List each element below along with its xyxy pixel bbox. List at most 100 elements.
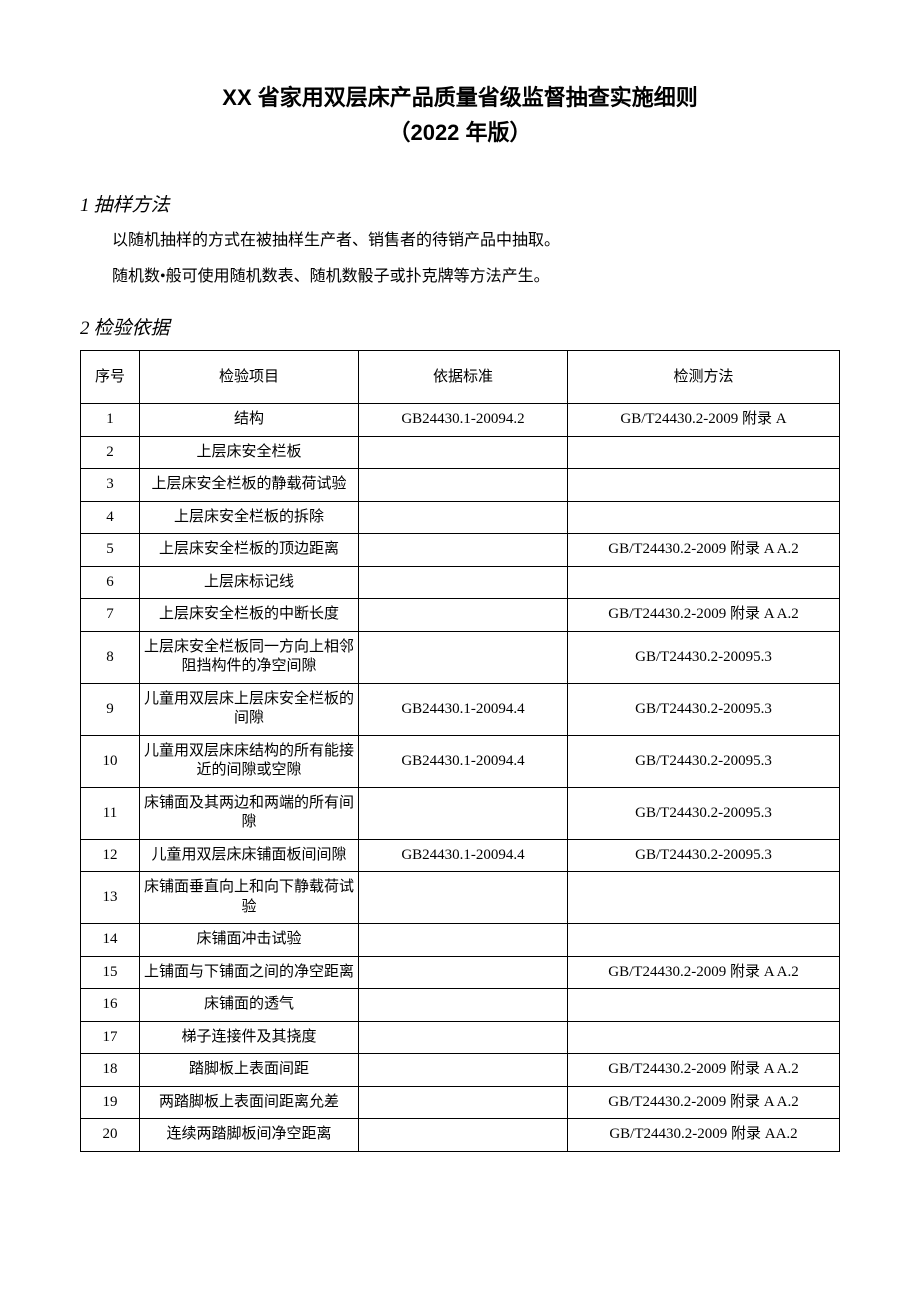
document-title-line2: （2022 年版） bbox=[80, 115, 840, 150]
table-cell-seq: 7 bbox=[81, 599, 140, 632]
table-cell-method: GB/T24430.2-2009 附录 AA.2 bbox=[568, 1119, 840, 1152]
table-cell-standard bbox=[359, 1086, 568, 1119]
table-cell-method: GB/T24430.2-2009 附录 A bbox=[568, 404, 840, 437]
table-cell-standard bbox=[359, 924, 568, 957]
table-cell-seq: 6 bbox=[81, 566, 140, 599]
table-cell-seq: 3 bbox=[81, 469, 140, 502]
table-cell-item: 床铺面的透气 bbox=[140, 989, 359, 1022]
table-cell-standard bbox=[359, 469, 568, 502]
table-row: 5上层床安全栏板的顶边距离 GB/T24430.2-2009 附录 A A.2 bbox=[81, 534, 840, 567]
table-cell-method bbox=[568, 924, 840, 957]
section1-title: 抽样方法 bbox=[94, 195, 170, 216]
table-cell-standard bbox=[359, 956, 568, 989]
table-cell-item: 上层床安全栏板的中断长度 bbox=[140, 599, 359, 632]
table-header-seq: 序号 bbox=[81, 351, 140, 404]
table-cell-standard bbox=[359, 436, 568, 469]
table-cell-standard bbox=[359, 631, 568, 683]
table-cell-item: 连续两踏脚板间净空距离 bbox=[140, 1119, 359, 1152]
table-cell-standard bbox=[359, 1119, 568, 1152]
table-cell-method: GB/T24430.2-2009 附录 A A.2 bbox=[568, 1086, 840, 1119]
table-cell-standard: GB24430.1-20094.4 bbox=[359, 839, 568, 872]
document-title-line1: XX 省家用双层床产品质量省级监督抽查实施细则 bbox=[80, 80, 840, 115]
table-cell-method: GB/T24430.2-20095.3 bbox=[568, 839, 840, 872]
table-cell-standard bbox=[359, 501, 568, 534]
table-cell-seq: 18 bbox=[81, 1054, 140, 1087]
table-cell-method bbox=[568, 872, 840, 924]
table-cell-method: GB/T24430.2-20095.3 bbox=[568, 735, 840, 787]
table-cell-item: 上铺面与下铺面之间的净空距离 bbox=[140, 956, 359, 989]
table-row: 12儿童用双层床床铺面板间间隙GB24430.1-20094.4GB/T2443… bbox=[81, 839, 840, 872]
table-row: 18踏脚板上表面间距GB/T24430.2-2009 附录 A A.2 bbox=[81, 1054, 840, 1087]
table-row: 1结构GB24430.1-20094.2GB/T24430.2-2009 附录 … bbox=[81, 404, 840, 437]
table-row: 2上层床安全栏板 bbox=[81, 436, 840, 469]
table-cell-seq: 11 bbox=[81, 787, 140, 839]
table-header-item: 检验项目 bbox=[140, 351, 359, 404]
table-cell-standard bbox=[359, 989, 568, 1022]
table-cell-seq: 15 bbox=[81, 956, 140, 989]
section1-number: 1 bbox=[80, 195, 90, 216]
table-cell-standard: GB24430.1-20094.4 bbox=[359, 735, 568, 787]
section2-heading: 2检验依据 bbox=[80, 313, 840, 340]
table-cell-item: 上层床安全栏板同一方向上相邻阻挡构件的净空间隙 bbox=[140, 631, 359, 683]
table-row: 19两踏脚板上表面间距离允差 GB/T24430.2-2009 附录 A A.2 bbox=[81, 1086, 840, 1119]
table-row: 14床铺面冲击试验 bbox=[81, 924, 840, 957]
table-cell-seq: 14 bbox=[81, 924, 140, 957]
table-row: 15上铺面与下铺面之间的净空距离 GB/T24430.2-2009 附录 A A.… bbox=[81, 956, 840, 989]
table-cell-item: 结构 bbox=[140, 404, 359, 437]
table-cell-standard: GB24430.1-20094.4 bbox=[359, 683, 568, 735]
table-cell-method: GB/T24430.2-2009 附录 A A.2 bbox=[568, 534, 840, 567]
table-row: 16床铺面的透气 bbox=[81, 989, 840, 1022]
table-cell-seq: 9 bbox=[81, 683, 140, 735]
table-cell-item: 儿童用双层床上层床安全栏板的间隙 bbox=[140, 683, 359, 735]
table-cell-method bbox=[568, 501, 840, 534]
table-cell-seq: 5 bbox=[81, 534, 140, 567]
table-row: 7上层床安全栏板的中断长度GB/T24430.2-2009 附录 A A.2 bbox=[81, 599, 840, 632]
table-header-standard: 依据标准 bbox=[359, 351, 568, 404]
table-cell-standard: GB24430.1-20094.2 bbox=[359, 404, 568, 437]
section1-heading: 1抽样方法 bbox=[80, 190, 840, 217]
table-cell-method bbox=[568, 469, 840, 502]
section2-number: 2 bbox=[80, 318, 90, 339]
table-cell-standard bbox=[359, 566, 568, 599]
table-header-method: 检测方法 bbox=[568, 351, 840, 404]
table-row: 4上层床安全栏板的拆除 bbox=[81, 501, 840, 534]
table-body: 1结构GB24430.1-20094.2GB/T24430.2-2009 附录 … bbox=[81, 404, 840, 1152]
table-cell-item: 上层床安全栏板的拆除 bbox=[140, 501, 359, 534]
inspection-table: 序号 检验项目 依据标准 检测方法 1结构GB24430.1-20094.2GB… bbox=[80, 350, 840, 1152]
table-cell-item: 上层床标记线 bbox=[140, 566, 359, 599]
table-cell-item: 两踏脚板上表面间距离允差 bbox=[140, 1086, 359, 1119]
table-cell-method bbox=[568, 989, 840, 1022]
table-cell-item: 上层床安全栏板的顶边距离 bbox=[140, 534, 359, 567]
table-row: 3上层床安全栏板的静载荷试验 bbox=[81, 469, 840, 502]
table-cell-method: GB/T24430.2-20095.3 bbox=[568, 787, 840, 839]
table-cell-standard bbox=[359, 1021, 568, 1054]
table-cell-seq: 12 bbox=[81, 839, 140, 872]
table-cell-seq: 10 bbox=[81, 735, 140, 787]
table-cell-standard bbox=[359, 787, 568, 839]
table-cell-seq: 8 bbox=[81, 631, 140, 683]
table-cell-item: 儿童用双层床床结构的所有能接近的间隙或空隙 bbox=[140, 735, 359, 787]
table-cell-seq: 17 bbox=[81, 1021, 140, 1054]
table-cell-seq: 16 bbox=[81, 989, 140, 1022]
table-row: 13床铺面垂直向上和向下静载荷试验 bbox=[81, 872, 840, 924]
table-cell-seq: 19 bbox=[81, 1086, 140, 1119]
document-page: XX 省家用双层床产品质量省级监督抽查实施细则 （2022 年版） 1抽样方法 … bbox=[0, 0, 920, 1192]
table-cell-item: 床铺面及其两边和两端的所有间隙 bbox=[140, 787, 359, 839]
table-cell-method: GB/T24430.2-20095.3 bbox=[568, 683, 840, 735]
table-cell-item: 床铺面冲击试验 bbox=[140, 924, 359, 957]
table-row: 11床铺面及其两边和两端的所有间隙 GB/T24430.2-20095.3 bbox=[81, 787, 840, 839]
table-cell-standard bbox=[359, 599, 568, 632]
table-header-row: 序号 检验项目 依据标准 检测方法 bbox=[81, 351, 840, 404]
table-row: 10儿童用双层床床结构的所有能接近的间隙或空隙GB24430.1-20094.4… bbox=[81, 735, 840, 787]
table-cell-seq: 2 bbox=[81, 436, 140, 469]
table-row: 8上层床安全栏板同一方向上相邻阻挡构件的净空间隙GB/T24430.2-2009… bbox=[81, 631, 840, 683]
table-cell-method: GB/T24430.2-2009 附录 A A.2 bbox=[568, 956, 840, 989]
table-cell-item: 儿童用双层床床铺面板间间隙 bbox=[140, 839, 359, 872]
table-cell-item: 上层床安全栏板 bbox=[140, 436, 359, 469]
table-row: 6上层床标记线 bbox=[81, 566, 840, 599]
table-cell-standard bbox=[359, 534, 568, 567]
table-cell-method bbox=[568, 1021, 840, 1054]
table-cell-method: GB/T24430.2-2009 附录 A A.2 bbox=[568, 1054, 840, 1087]
table-row: 17梯子连接件及其挠度 bbox=[81, 1021, 840, 1054]
table-cell-standard bbox=[359, 1054, 568, 1087]
